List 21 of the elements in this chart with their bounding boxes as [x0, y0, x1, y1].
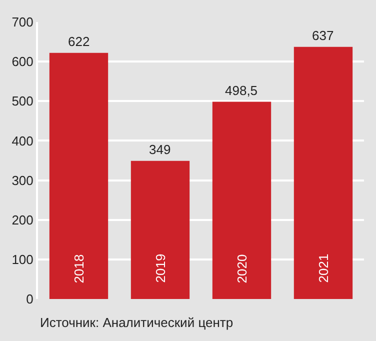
y-tick-label: 400: [12, 133, 34, 148]
bar: [49, 52, 108, 299]
x-tick-label: 2020: [234, 254, 250, 284]
x-tick-label: 2018: [71, 254, 86, 284]
bar: [294, 46, 353, 299]
y-tick-label: 600: [12, 54, 34, 70]
y-tick-label: 200: [12, 212, 34, 228]
data-label: 498,5: [225, 83, 258, 98]
y-tick-label: 700: [12, 14, 34, 30]
x-tick-label: 2019: [152, 254, 168, 283]
text: Источник: Аналитический центр: [40, 315, 234, 330]
data-label: 622: [68, 34, 90, 49]
bar: [130, 160, 190, 299]
y-tick-label: 100: [12, 252, 34, 267]
data-label: 637: [312, 28, 334, 43]
data-label: 349: [149, 142, 171, 157]
y-tick-label: 0: [26, 292, 34, 307]
y-tick-label: 300: [12, 172, 34, 188]
x-tick-label: 2021: [316, 254, 331, 283]
bar: [212, 102, 272, 299]
y-tick-label: 500: [12, 94, 34, 109]
